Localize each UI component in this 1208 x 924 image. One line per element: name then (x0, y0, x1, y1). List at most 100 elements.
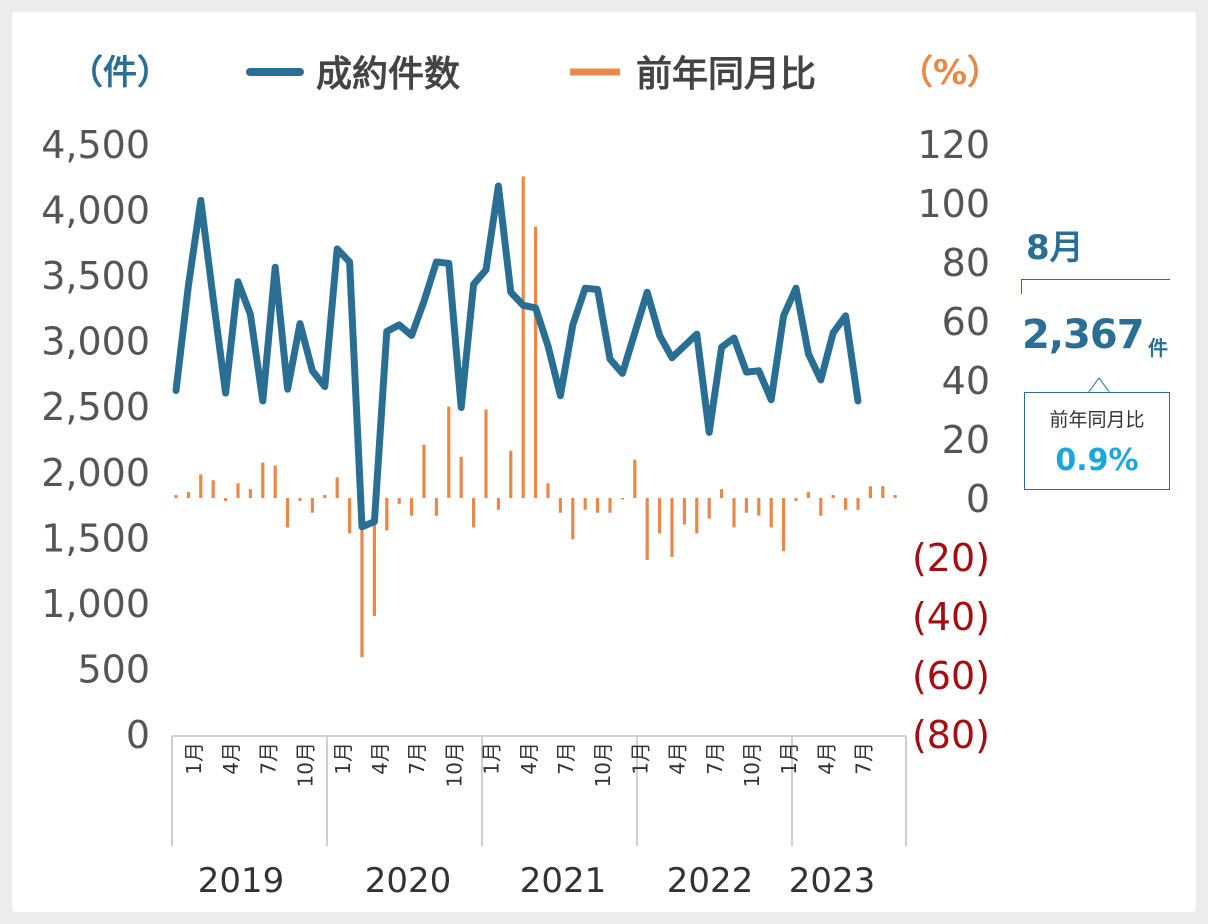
yoy-bar (447, 406, 451, 498)
yoy-bar (546, 483, 550, 498)
yoy-bar (211, 480, 215, 498)
callout-unit: 件 (1148, 336, 1168, 360)
yoy-bar (534, 226, 538, 498)
x-month-label: 4月 (666, 742, 690, 775)
yoy-bar (596, 498, 600, 513)
callout-yoy-label: 前年同月比 (1049, 409, 1145, 431)
yoy-bar (174, 495, 178, 498)
contracts-line (172, 182, 862, 531)
yoy-bar (459, 456, 463, 498)
yoy-bar (323, 495, 327, 498)
yoy-bar (224, 498, 228, 501)
callout-yoy-value: 0.9% (1055, 443, 1139, 478)
yoy-bar (261, 462, 265, 498)
callout-month: 8月 (1026, 228, 1084, 268)
right-tick-label: 40 (942, 359, 990, 403)
x-month-label: 4月 (814, 742, 838, 775)
yoy-bar (273, 465, 277, 498)
left-tick-label: 3,500 (41, 254, 150, 298)
yoy-bar (397, 498, 401, 504)
yoy-bar (298, 498, 302, 501)
right-tick-label: 60 (942, 300, 990, 344)
left-tick-label: 2,000 (41, 451, 150, 495)
x-year-label: 2023 (789, 861, 876, 901)
yoy-bar (472, 498, 476, 528)
x-month-label: 7月 (554, 742, 578, 775)
right-tick-label: 100 (917, 182, 990, 226)
yoy-bar (496, 498, 500, 510)
x-month-label: 4月 (219, 742, 243, 775)
yoy-bar (633, 459, 637, 498)
yoy-bar (620, 498, 624, 500)
right-tick-label: 80 (942, 241, 990, 285)
x-month-label: 10月 (591, 742, 615, 787)
yoy-bar (844, 498, 848, 510)
chart-card (12, 12, 1196, 912)
yoy-bar (360, 498, 364, 658)
right-tick-label: (80) (912, 713, 990, 757)
x-month-label: 7月 (405, 742, 429, 775)
x-month-label: 4月 (368, 742, 392, 775)
left-tick-label: 4,000 (41, 189, 150, 233)
right-axis-ticks: 120 100 80 60 40 20 0 (20) (40) (60) (80) (912, 123, 990, 757)
x-month-label: 7月 (256, 742, 280, 775)
yoy-bar (583, 498, 587, 510)
left-tick-label: 1,000 (41, 582, 150, 626)
yoy-bar (682, 498, 686, 525)
right-tick-label: 120 (917, 123, 990, 167)
yoy-bar (707, 498, 711, 519)
yoy-bar (720, 489, 724, 498)
yoy-bar (608, 498, 612, 513)
x-month-label: 7月 (703, 742, 727, 775)
yoy-bar (348, 498, 352, 534)
yoy-bar (744, 498, 748, 513)
yoy-bar (335, 477, 339, 498)
yoy-bar (831, 495, 835, 498)
left-tick-label: 2,500 (41, 385, 150, 429)
yoy-bar (806, 492, 810, 498)
yoy-bar (695, 498, 699, 534)
right-tick-label: (20) (912, 536, 990, 580)
right-tick-label: 0 (966, 477, 990, 521)
x-month-label: 10月 (740, 742, 764, 787)
yoy-bar (881, 486, 885, 498)
left-tick-label: 0 (126, 713, 150, 757)
yoy-bar (410, 498, 414, 516)
x-year-label: 2020 (365, 861, 452, 901)
yoy-bars (174, 176, 897, 658)
x-month-label: 7月 (852, 742, 876, 775)
yoy-bar (558, 498, 562, 513)
left-tick-label: 4,500 (41, 123, 150, 167)
yoy-bar (434, 498, 438, 516)
callout-yoy-box: 前年同月比 0.9% (1024, 392, 1170, 490)
left-axis-unit: （件） (69, 53, 171, 93)
yoy-bar (645, 498, 649, 560)
x-month-label: 1月 (182, 742, 206, 775)
yoy-bar (893, 495, 897, 498)
x-year-label: 2022 (667, 861, 754, 901)
legend-label-contracts: 成約件数 (316, 54, 460, 95)
x-year-label: 2019 (198, 861, 285, 901)
x-month-label: 1月 (480, 742, 504, 775)
yoy-bar (248, 489, 252, 498)
yoy-bar (521, 176, 525, 498)
legend-label-yoy: 前年同月比 (636, 54, 816, 95)
callout-value: 2,367 (1022, 312, 1145, 358)
yoy-bar (670, 498, 674, 557)
yoy-bar (186, 492, 190, 498)
yoy-bar (658, 498, 662, 534)
yoy-bar (310, 498, 314, 513)
x-year-label: 2021 (520, 861, 607, 901)
left-tick-label: 3,000 (41, 320, 150, 364)
right-tick-label: (60) (912, 654, 990, 698)
x-month-label: 1月 (331, 742, 355, 775)
callout-rule (1021, 279, 1170, 294)
right-axis-unit: （%） (899, 53, 1001, 93)
yoy-bar (794, 498, 798, 501)
left-tick-label: 1,500 (41, 516, 150, 560)
yoy-bar (372, 498, 376, 616)
yoy-bar (199, 474, 203, 498)
x-month-label: 1月 (777, 742, 801, 775)
contracts-line-path (172, 182, 862, 531)
yoy-bar (868, 486, 872, 498)
